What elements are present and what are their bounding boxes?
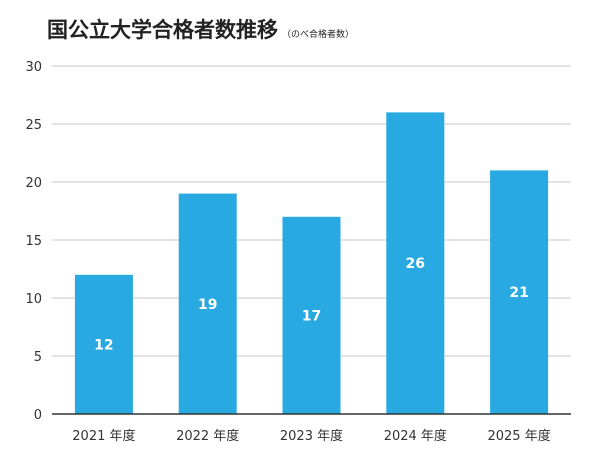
- data-label: 21: [509, 285, 528, 301]
- y-tick-label: 0: [34, 408, 42, 423]
- title-text: 国公立大学合格者数推移: [47, 17, 278, 42]
- bar: [74, 274, 133, 414]
- y-tick-label: 30: [25, 60, 42, 75]
- bar: [282, 216, 341, 414]
- y-tick-label: 10: [25, 292, 42, 307]
- bar: [386, 112, 445, 415]
- data-label: 26: [406, 256, 425, 272]
- y-tick-label: 20: [25, 176, 42, 191]
- x-tick-label: 2024 年度: [384, 428, 447, 444]
- x-tick-label: 2023 年度: [280, 428, 343, 444]
- data-label: 17: [302, 308, 321, 324]
- data-label: 12: [94, 337, 113, 353]
- chart-title: 国公立大学合格者数推移 （のべ合格者数）: [47, 14, 354, 44]
- x-tick-label: 2022 年度: [176, 428, 239, 444]
- y-tick-label: 25: [25, 118, 42, 133]
- y-tick-label: 5: [34, 350, 42, 365]
- x-tick-label: 2025 年度: [487, 428, 550, 444]
- x-tick-label: 2021 年度: [72, 428, 135, 444]
- chart-subtitle: （のべ合格者数）: [282, 30, 355, 40]
- y-tick-label: 15: [25, 234, 42, 249]
- data-label: 19: [198, 297, 217, 313]
- bar: [490, 170, 549, 414]
- bar: [178, 193, 237, 414]
